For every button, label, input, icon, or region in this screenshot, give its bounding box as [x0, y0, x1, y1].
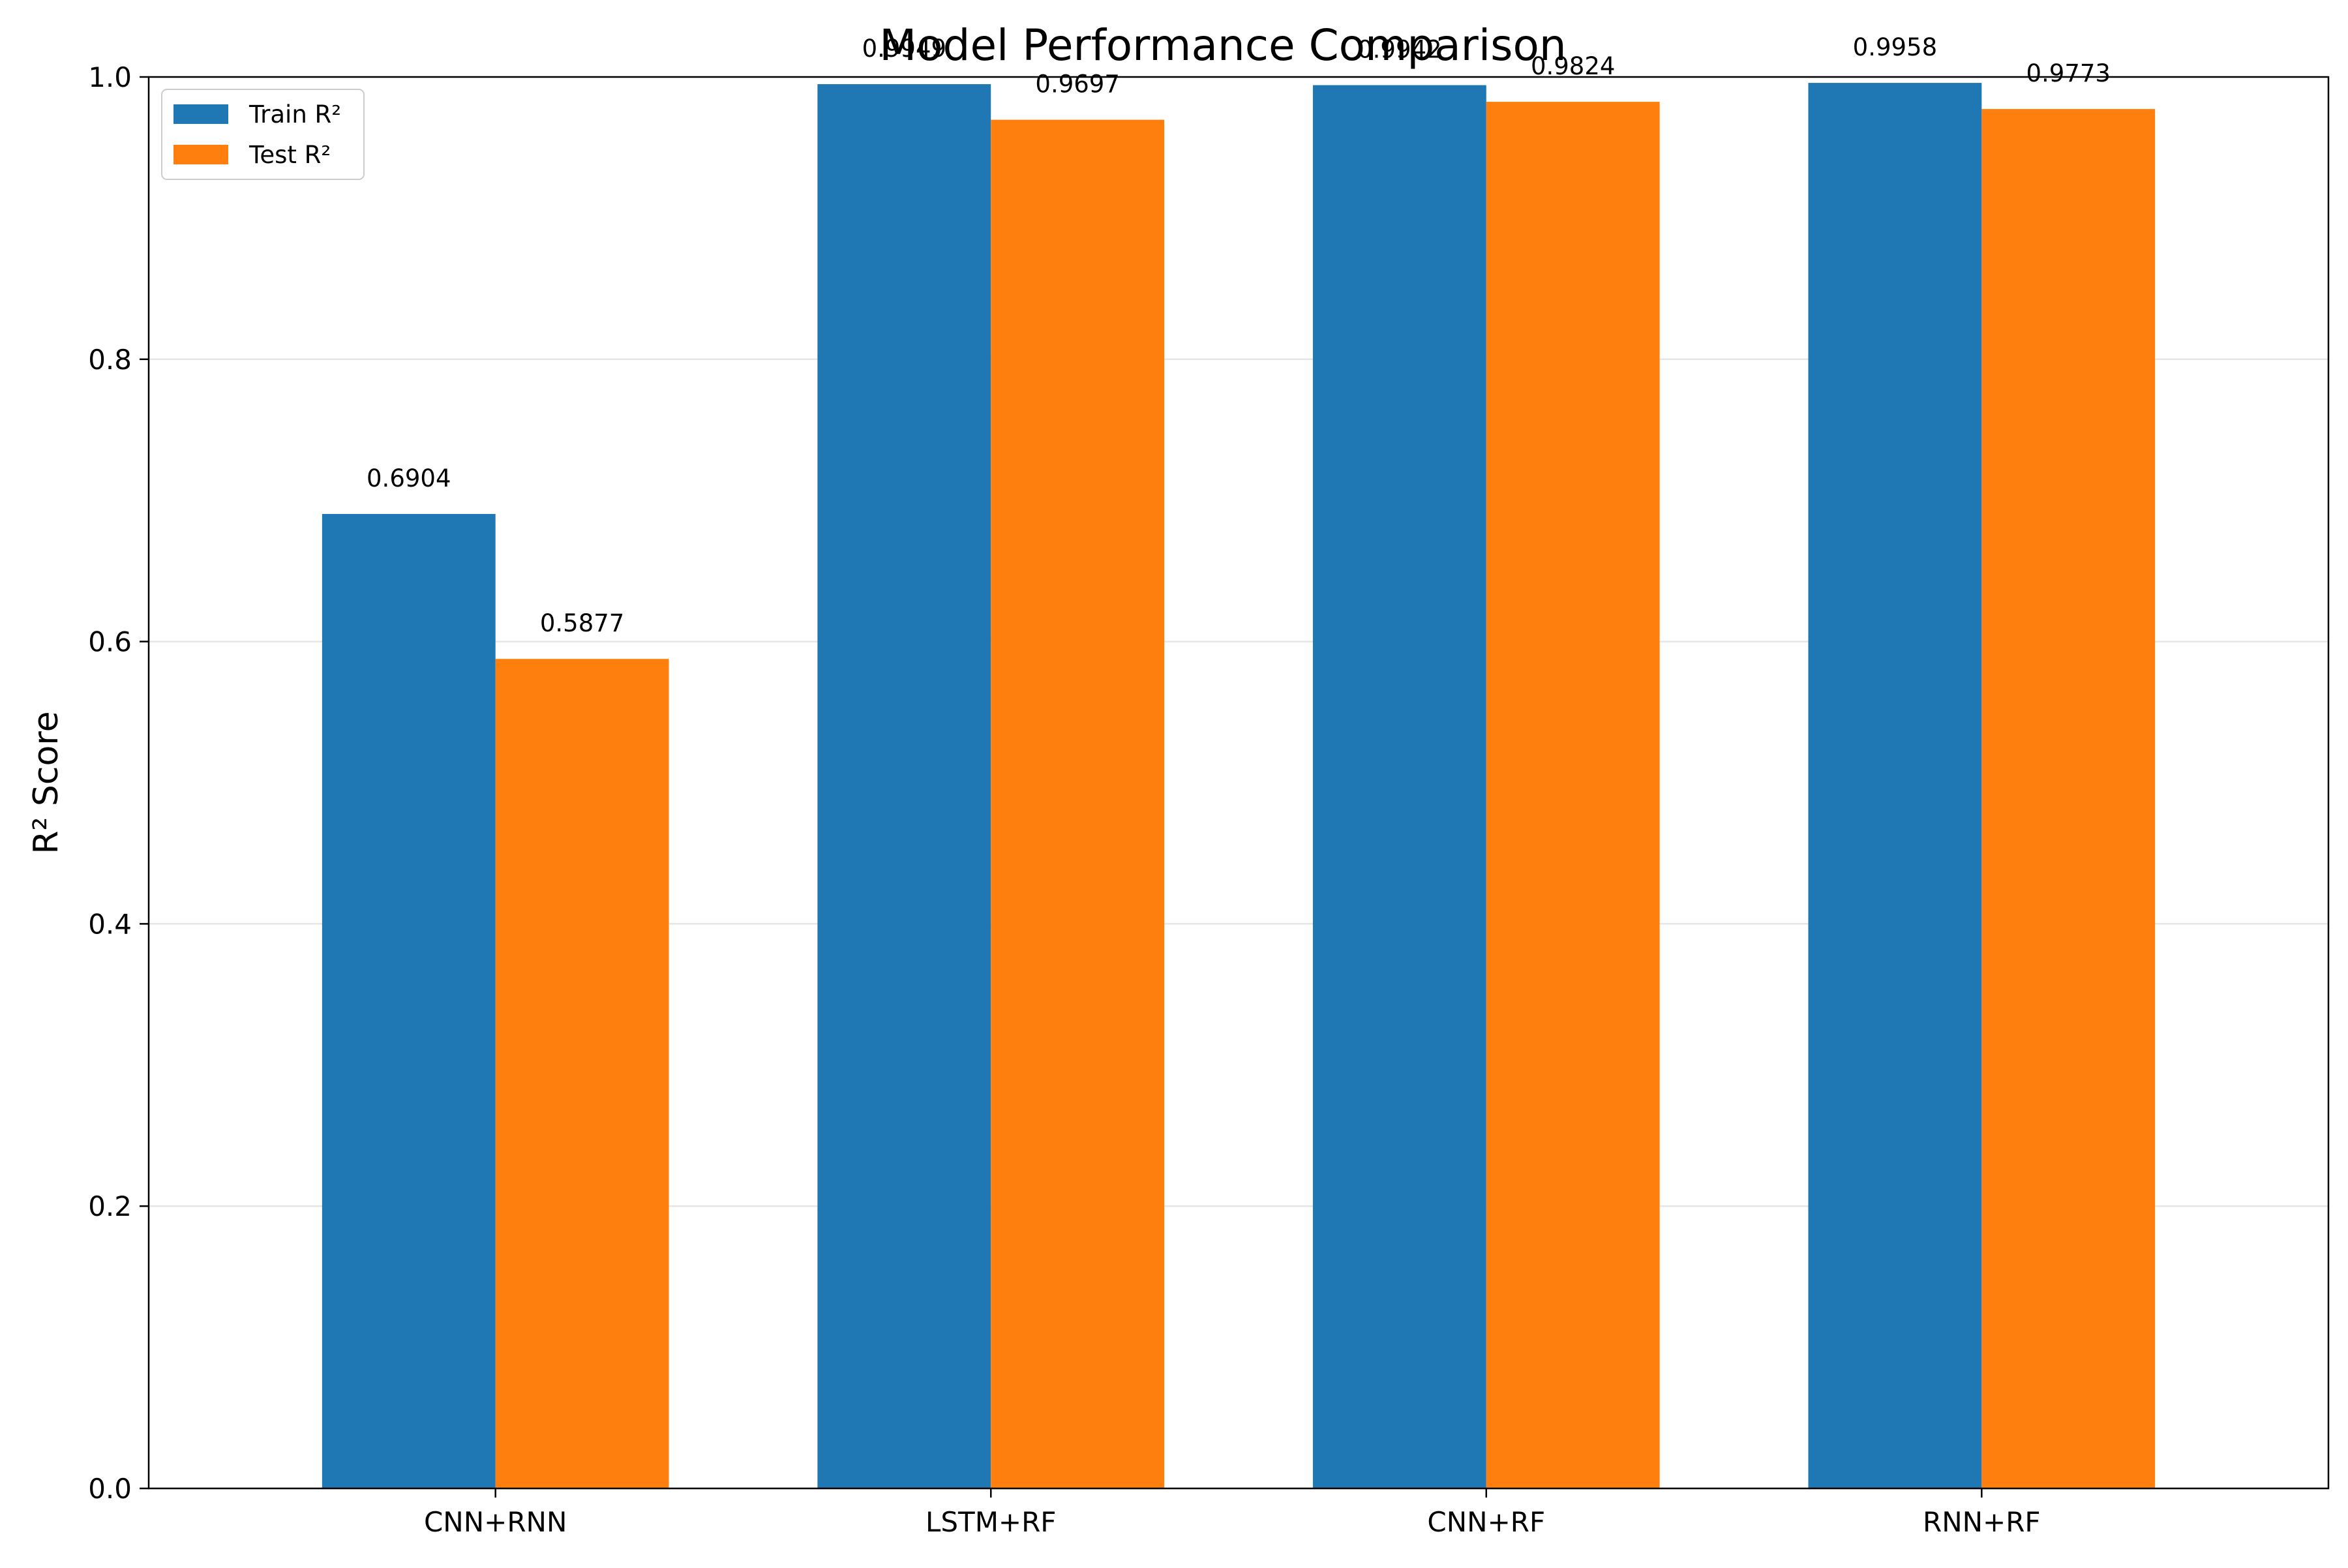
x-tick-label: LSTM+RF [926, 1506, 1056, 1538]
data-labels: 0.6904 0.9949 0.9942 0.9958 0.5877 0.9697 0.98… [367, 33, 2111, 637]
y-tick-label: 0.8 [88, 344, 132, 376]
y-tick-label: 0.2 [88, 1190, 132, 1222]
y-axis-title: R² Score [27, 711, 66, 854]
y-tick-label: 1.0 [88, 61, 132, 93]
data-label-train: 0.9942 [1357, 36, 1441, 64]
legend-swatch-train [173, 104, 228, 124]
bar-test [991, 119, 1165, 1489]
data-label-train: 0.9949 [862, 35, 946, 63]
bar-train [1808, 83, 1982, 1488]
plot-frame [147, 76, 2330, 1490]
bar-test [1981, 109, 2156, 1488]
bar-train [1312, 85, 1486, 1488]
bar-test [495, 659, 669, 1488]
bar-train [817, 84, 991, 1489]
y-tick-label: 0.6 [88, 626, 132, 658]
y-tick-label: 0.0 [88, 1473, 132, 1505]
data-label-test: 0.5877 [540, 609, 624, 637]
axis-ticks: 0.0 0.2 0.4 0.6 0.8 1.0 CNN+RNN LSTM+RF CNN+RF RN… [88, 61, 2040, 1538]
y-tick-label: 0.4 [88, 908, 132, 940]
x-tick-label: CNN+RNN [424, 1506, 567, 1538]
bar-train [322, 513, 496, 1489]
legend-label-train: Train R² [248, 100, 341, 128]
data-label-train: 0.6904 [367, 464, 451, 492]
data-label-train: 0.9958 [1853, 33, 1937, 61]
data-label-test: 0.9697 [1035, 70, 1119, 98]
chart-title: Model Performance Comparison [879, 20, 1567, 70]
data-label-test: 0.9773 [2026, 59, 2111, 87]
bars [322, 83, 2156, 1489]
x-tick-label: RNN+RF [1923, 1506, 2041, 1538]
data-label-test: 0.9824 [1531, 52, 1615, 80]
bar-test [1486, 102, 1660, 1488]
legend-swatch-test [173, 145, 228, 164]
legend-label-test: Test R² [248, 141, 331, 169]
x-tick-label: CNN+RF [1427, 1506, 1545, 1538]
legend: Train R² Test R² [161, 89, 365, 180]
